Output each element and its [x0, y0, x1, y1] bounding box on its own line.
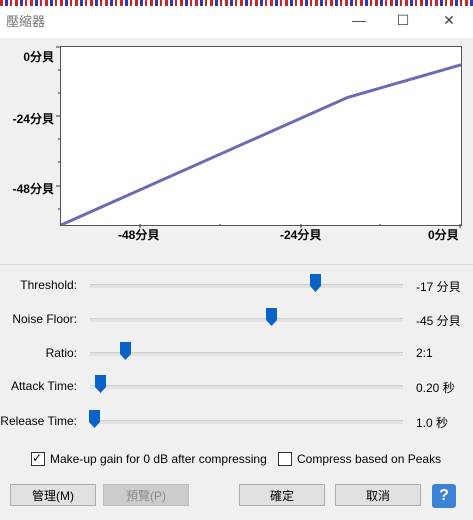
attack-time-row: Attack Time: 0.20 秒	[0, 373, 473, 399]
ratio-slider-thumb[interactable]	[120, 342, 132, 360]
threshold-slider-thumb[interactable]	[309, 274, 321, 292]
compression-curve-line	[60, 63, 462, 227]
minimize-button[interactable]: —	[352, 12, 366, 28]
noise-floor-row: Noise Floor: -45 分貝	[0, 306, 473, 332]
compress-peaks-label: Compress based on Peaks	[297, 452, 442, 466]
title-bar-stripes	[0, 0, 473, 6]
attack-time-value: 0.20 秒	[416, 381, 455, 395]
attack-time-slider[interactable]	[90, 385, 403, 389]
y-tick-label-0: 0分貝	[23, 50, 54, 64]
noise-floor-slider[interactable]	[90, 318, 403, 322]
x-tick-label-1: -24分貝	[280, 228, 322, 242]
checkmark-icon: ✓	[32, 451, 43, 465]
graph-plot-area	[60, 46, 462, 227]
noise-floor-label: Noise Floor:	[12, 312, 77, 326]
release-time-slider[interactable]	[90, 420, 403, 424]
compression-curve-svg	[60, 63, 462, 227]
x-tick-label-0: -48分貝	[118, 228, 160, 242]
preview-button[interactable]: 預覽(P)	[103, 484, 189, 506]
noise-floor-slider-thumb[interactable]	[266, 308, 278, 326]
ratio-value: 2:1	[416, 346, 433, 360]
window-title: 壓縮器	[6, 14, 46, 29]
y-axis-ticks	[56, 46, 60, 210]
compress-peaks-checkbox[interactable]	[278, 452, 292, 466]
release-time-label: Release Time:	[0, 414, 77, 428]
x-tick-label-2: 0分貝	[428, 228, 459, 242]
threshold-slider[interactable]	[90, 284, 403, 288]
ratio-row: Ratio: 2:1	[0, 340, 473, 366]
threshold-row: Threshold: -17 分貝	[0, 272, 473, 298]
threshold-label: Threshold:	[20, 278, 77, 292]
attack-time-slider-thumb[interactable]	[95, 375, 107, 393]
makeup-gain-label: Make-up gain for 0 dB after compressing	[50, 452, 267, 466]
release-time-row: Release Time: 1.0 秒	[0, 408, 473, 434]
threshold-value: -17 分貝	[416, 280, 461, 294]
manage-button[interactable]: 管理(M)	[10, 484, 96, 506]
close-button[interactable]: ✕	[443, 12, 455, 28]
maximize-button[interactable]: ☐	[396, 12, 410, 28]
makeup-gain-checkbox[interactable]: ✓	[31, 451, 45, 466]
title-bar: 壓縮器 — ☐ ✕	[0, 0, 473, 38]
y-tick-label-1: -24分貝	[12, 112, 54, 126]
ratio-slider[interactable]	[90, 352, 403, 356]
noise-floor-value: -45 分貝	[416, 314, 461, 328]
ok-button[interactable]: 確定	[239, 484, 325, 506]
ratio-label: Ratio:	[45, 346, 77, 360]
help-button[interactable]: ?	[432, 484, 456, 508]
release-time-value: 1.0 秒	[416, 416, 449, 430]
release-time-slider-thumb[interactable]	[89, 410, 101, 428]
cancel-button[interactable]: 取消	[335, 484, 421, 506]
divider	[0, 264, 473, 265]
x-axis-ticks	[139, 224, 461, 228]
y-tick-label-2: -48分貝	[12, 182, 54, 196]
attack-time-label: Attack Time:	[10, 379, 77, 393]
compress-peaks-option[interactable]: Compress based on Peaks	[278, 452, 441, 466]
compression-graph: 0分貝 -24分貝 -48分貝 -48分貝 -24分貝 0分貝	[0, 38, 473, 263]
makeup-gain-option[interactable]: ✓ Make-up gain for 0 dB after compressin…	[31, 451, 267, 466]
